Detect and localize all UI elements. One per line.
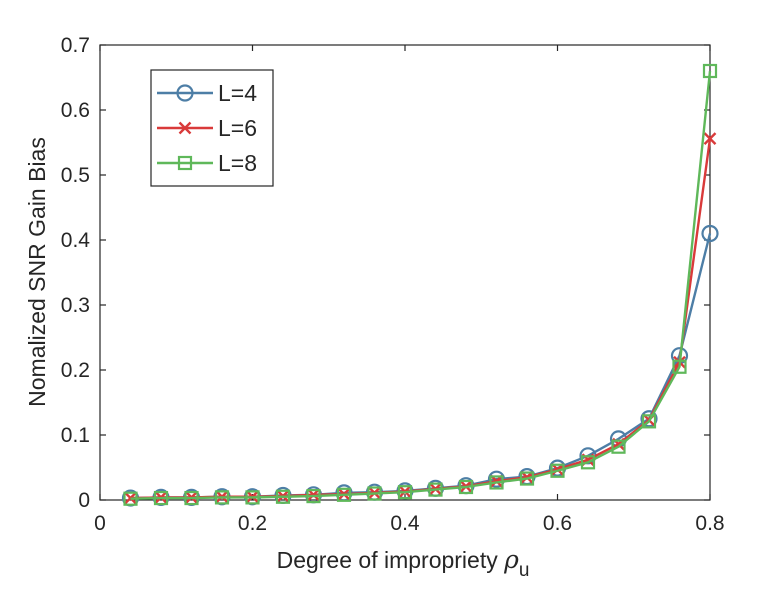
y-tick-label: 0.1 <box>61 424 90 447</box>
legend-entry: L=8 <box>157 150 257 176</box>
data-point-square <box>184 490 199 506</box>
x-tick-label: 0.4 <box>390 512 420 535</box>
y-tick-label: 0 <box>78 489 90 512</box>
y-tick-label: 0.7 <box>61 34 90 57</box>
y-tick-label: 0.4 <box>61 229 91 252</box>
x-tick-label: 0.6 <box>543 512 572 535</box>
data-point-square <box>672 359 687 374</box>
y-tick-label: 0.6 <box>61 99 90 122</box>
data-point-x-stroke <box>703 132 717 145</box>
data-point-square <box>153 490 169 506</box>
y-axis-ticks: 0 0.1 0.2 0.3 0.4 0.5 0.6 0.7 <box>61 34 710 512</box>
y-tick-label: 0.3 <box>61 294 90 317</box>
x-tick-label: 0.2 <box>238 512 267 535</box>
data-point-square <box>336 487 352 502</box>
legend-label: L=6 <box>218 115 257 141</box>
x-axis-label: Degree of impropriety ρu <box>277 545 530 581</box>
legend-entry: L=6 <box>157 115 257 141</box>
data-point-square <box>702 63 718 79</box>
data-point-circle <box>701 224 719 243</box>
legend-label: L=8 <box>218 150 257 176</box>
legend: L=4 L=6 L=8 <box>150 69 274 187</box>
data-point-square <box>489 475 504 490</box>
data-point-square <box>611 439 626 454</box>
legend-marker-circle <box>176 84 194 102</box>
legend-label: L=4 <box>218 80 257 106</box>
y-tick-label: 0.5 <box>61 164 90 187</box>
x-tick-label: 0.8 <box>695 512 724 535</box>
data-point-circle <box>640 410 658 428</box>
legend-entry: L=4 <box>157 80 257 106</box>
data-point-square <box>245 490 260 505</box>
series-layer <box>121 63 719 507</box>
data-point-x <box>703 132 717 145</box>
data-point-square <box>214 490 230 505</box>
data-point-square <box>641 414 657 429</box>
data-point-square <box>519 471 535 486</box>
y-tick-label: 0.2 <box>61 359 90 382</box>
data-point-square <box>580 455 596 470</box>
data-point-square <box>275 489 291 504</box>
legend-marker-x <box>178 121 192 135</box>
legend-marker-square <box>177 155 193 171</box>
data-point-square <box>458 479 474 495</box>
x-tick-label: 0 <box>94 512 106 535</box>
data-point-square <box>397 485 413 500</box>
legend-marker-x-stroke <box>178 121 192 135</box>
data-point-square <box>428 482 443 497</box>
data-point-square <box>367 486 382 501</box>
data-point-square <box>306 489 321 504</box>
data-point-square <box>550 463 565 478</box>
y-axis-label: Nomalized SNR Gain Bias <box>24 137 50 407</box>
data-point-square <box>123 491 138 506</box>
x-axis-ticks: 0 0.2 0.4 0.6 0.8 <box>94 45 725 535</box>
series-l-8 <box>123 63 718 506</box>
